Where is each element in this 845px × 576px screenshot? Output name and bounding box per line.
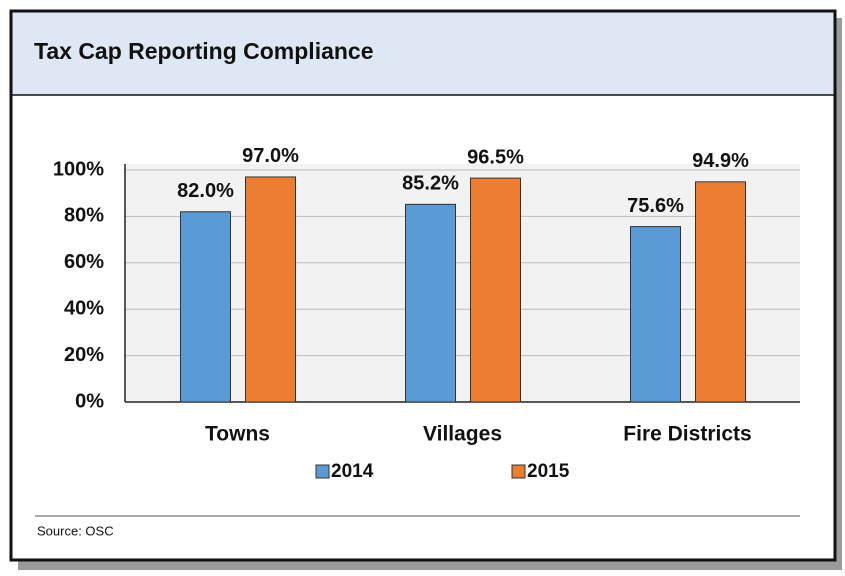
y-tick-label: 80% — [64, 205, 104, 227]
y-tick-label: 100% — [53, 158, 104, 180]
x-tick-label: Towns — [205, 423, 270, 446]
bar — [630, 226, 681, 403]
legend-swatch — [511, 464, 526, 479]
bar — [180, 211, 231, 403]
y-tick-label: 0% — [75, 390, 104, 412]
data-label: 82.0% — [177, 180, 234, 202]
y-tick-label: 40% — [64, 297, 104, 319]
data-label: 85.2% — [402, 173, 459, 195]
bar — [695, 181, 746, 403]
x-tick-label: Villages — [423, 423, 502, 446]
data-label: 97.0% — [242, 145, 299, 167]
legend-swatch — [315, 464, 330, 479]
chart-title: Tax Cap Reporting Compliance — [34, 38, 374, 64]
plot-area — [125, 164, 800, 402]
x-tick-label: Fire Districts — [623, 423, 751, 446]
data-label: 75.6% — [627, 195, 684, 217]
y-tick-label: 60% — [64, 251, 104, 273]
data-label: 96.5% — [467, 146, 524, 168]
legend-label: 2015 — [527, 461, 570, 482]
source-note: Source: OSC — [37, 523, 114, 538]
bar — [405, 203, 456, 403]
legend-label: 2014 — [331, 461, 374, 482]
y-tick-label: 20% — [64, 344, 104, 366]
data-label: 94.9% — [692, 150, 749, 172]
bar — [245, 176, 296, 403]
header — [12, 12, 834, 95]
bar — [470, 177, 521, 403]
